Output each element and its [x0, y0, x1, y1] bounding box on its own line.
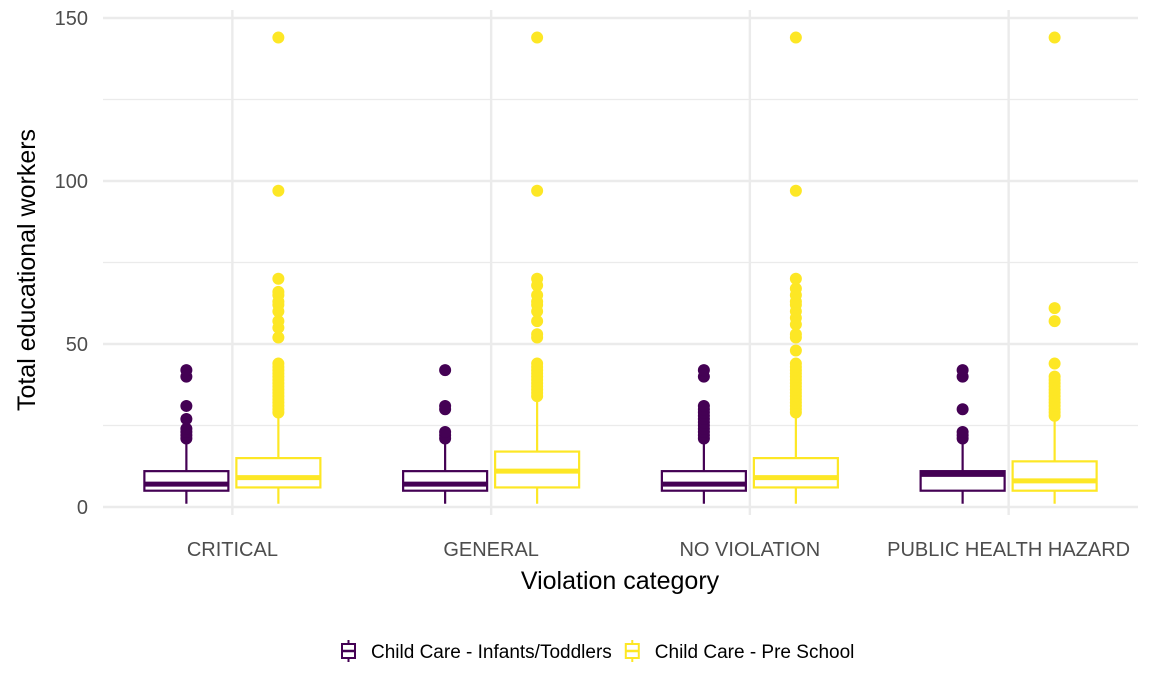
legend-label: Child Care - Infants/Toddlers [371, 642, 612, 663]
outlier-point [789, 357, 802, 370]
outlier-point [272, 184, 285, 197]
box [1011, 460, 1098, 492]
outlier-point [439, 399, 452, 412]
outlier-point [789, 328, 802, 341]
outlier-point [531, 184, 544, 197]
outlier-point [956, 426, 969, 439]
x-axis-title: Violation category [521, 567, 720, 595]
outlier-point [531, 289, 544, 302]
legend-key [624, 640, 640, 662]
outlier-point [180, 422, 193, 435]
outlier-point [439, 364, 452, 377]
outlier-point [272, 285, 285, 298]
outlier-point [531, 357, 544, 370]
outlier-point [272, 315, 285, 328]
outlier-point [1048, 370, 1061, 383]
outlier-point [697, 364, 710, 377]
outlier-point [272, 357, 285, 370]
outlier-point [439, 426, 452, 439]
x-tick-label: PUBLIC HEALTH HAZARD [887, 539, 1130, 561]
outlier-point [789, 184, 802, 197]
outlier-point [180, 399, 193, 412]
box [143, 470, 230, 492]
y-tick-label: 0 [77, 497, 88, 519]
y-tick-label: 100 [55, 171, 88, 193]
outlier-point [180, 412, 193, 425]
outlier-point [272, 31, 285, 44]
outlier-point [1048, 315, 1061, 328]
outlier-point [789, 272, 802, 285]
outlier-point [789, 31, 802, 44]
outlier-point [1048, 302, 1061, 315]
outlier-point [956, 364, 969, 377]
outlier-point [531, 272, 544, 285]
outlier-point [531, 31, 544, 44]
box [402, 470, 489, 492]
box [752, 457, 839, 489]
x-tick-label: NO VIOLATION [679, 539, 820, 561]
y-tick-label: 150 [55, 8, 88, 30]
y-tick-label: 50 [66, 334, 88, 356]
outlier-point [697, 399, 710, 412]
y-axis-ticks: 0 50 100 150 [55, 8, 88, 519]
box [660, 470, 747, 492]
outlier-point [272, 331, 285, 344]
outlier-layer [180, 31, 1061, 445]
legend-key [341, 640, 356, 662]
outlier-point [180, 364, 193, 377]
outlier-point [531, 315, 544, 328]
legend-label: Child Care - Pre School [655, 642, 855, 663]
x-tick-label: CRITICAL [187, 539, 278, 561]
outlier-point [531, 328, 544, 341]
outlier-point [789, 344, 802, 357]
box [235, 457, 322, 489]
outlier-point [1048, 31, 1061, 44]
y-axis-title: Total educational workers [13, 129, 41, 411]
major-gridlines [103, 10, 1138, 515]
box-layer [143, 399, 1098, 504]
outlier-point [1048, 357, 1061, 370]
minor-gridlines [103, 98, 1138, 427]
outlier-point [956, 403, 969, 416]
outlier-point [272, 272, 285, 285]
outlier-point [789, 282, 802, 295]
x-tick-label: GENERAL [443, 539, 539, 561]
x-axis-ticks: CRITICAL GENERAL NO VIOLATION PUBLIC HEALTH… [187, 539, 1130, 561]
legend: Child Care - Infants/Toddlers Child Care … [341, 640, 855, 663]
